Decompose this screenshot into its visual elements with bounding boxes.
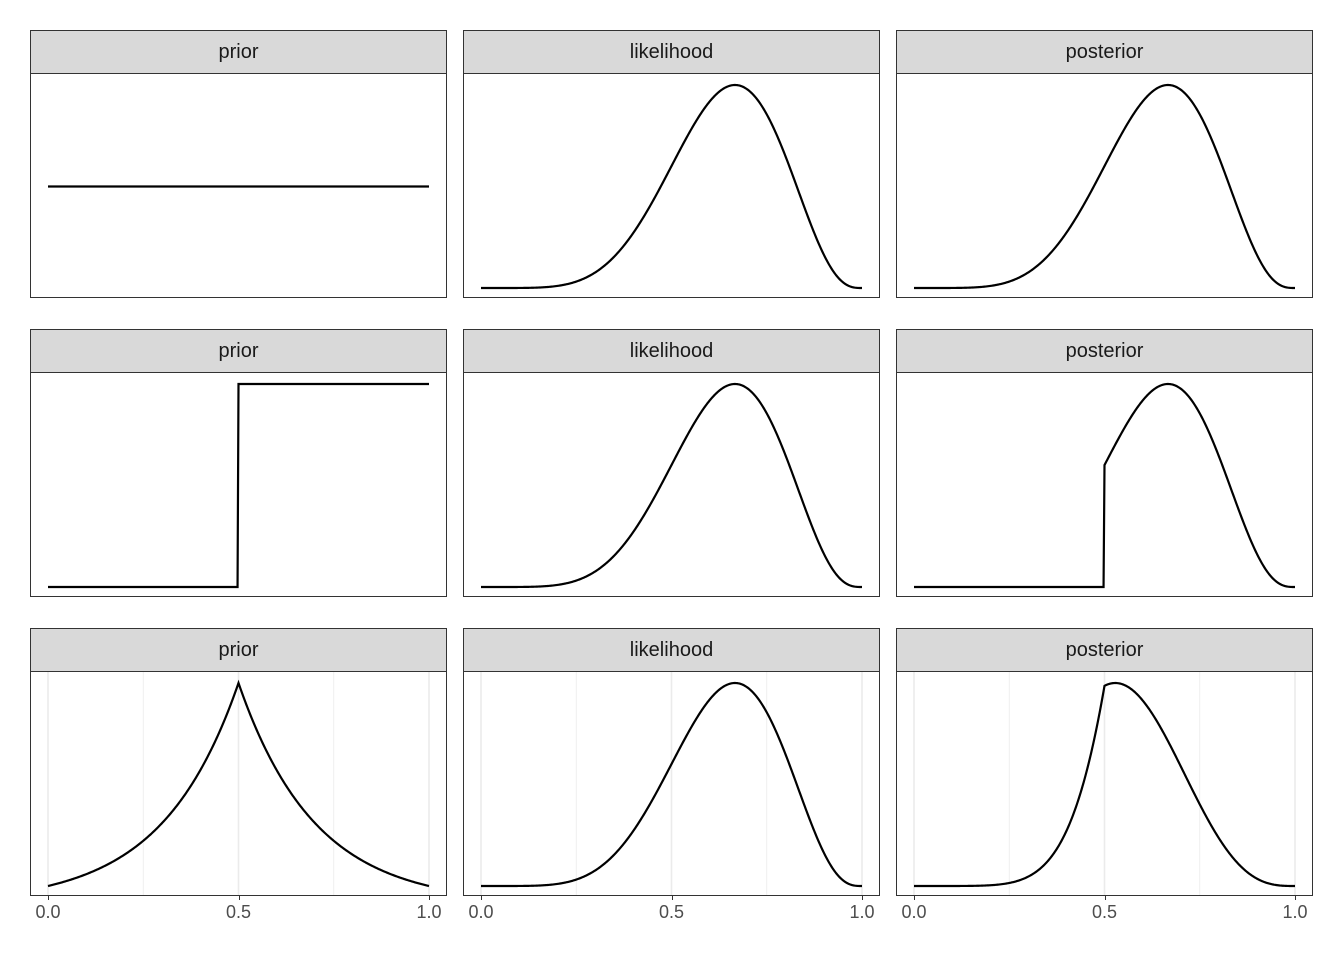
x-tick-mark [1104, 895, 1106, 900]
facet-strip-posterior: posterior [896, 329, 1313, 373]
x-tick-label: 1.0 [1282, 902, 1308, 922]
panel-prior-row3 [30, 671, 447, 896]
likelihood-curve [481, 83, 862, 290]
panel-prior-row2 [30, 372, 447, 597]
panel-plot [48, 185, 429, 188]
facet-strip-likelihood: likelihood [463, 329, 880, 373]
prior-curve [47, 679, 430, 888]
panel-likelihood-row1 [463, 73, 880, 298]
facet-strip-likelihood: likelihood [463, 628, 880, 672]
x-tick-mark [481, 895, 482, 900]
prior-curve [48, 382, 429, 589]
panel-posterior-row3 [896, 671, 1313, 896]
x-tick-label: 1.0 [849, 902, 875, 922]
panel-plot [480, 672, 863, 895]
likelihood-curve [481, 382, 862, 589]
panel-plot [913, 672, 1296, 895]
posterior-curve [914, 382, 1295, 589]
facet-strip-posterior: posterior [896, 30, 1313, 74]
facet-strip-prior: prior [30, 628, 447, 672]
posterior-curve [914, 681, 1295, 888]
panel-prior-row1 [30, 73, 447, 298]
facet-strip-posterior: posterior [896, 628, 1313, 672]
x-tick-label: 0.5 [1091, 902, 1118, 922]
x-tick-label: 0.0 [35, 902, 61, 922]
panel-posterior-row2 [896, 372, 1313, 597]
x-tick-label: 1.0 [416, 902, 442, 922]
x-tick-mark [238, 895, 240, 900]
panel-posterior-row1 [896, 73, 1313, 298]
x-tick-mark [1295, 895, 1296, 900]
x-tick-mark [862, 895, 863, 900]
panel-plot [481, 382, 862, 589]
panel-plot [914, 83, 1295, 290]
x-tick-label: 0.0 [468, 902, 494, 922]
panel-likelihood-row3 [463, 671, 880, 896]
likelihood-curve [481, 681, 862, 888]
facet-strip-prior: prior [30, 329, 447, 373]
panel-plot [47, 672, 430, 895]
panel-plot [48, 382, 429, 589]
x-tick-mark [429, 895, 430, 900]
panel-plot [481, 83, 862, 290]
x-tick-label: 0.0 [901, 902, 927, 922]
x-tick-label: 0.5 [658, 902, 685, 922]
panel-plot [914, 382, 1295, 589]
x-tick-mark [48, 895, 49, 900]
x-tick-mark [671, 895, 673, 900]
x-tick-mark [914, 895, 915, 900]
posterior-curve [914, 83, 1295, 290]
panel-likelihood-row2 [463, 372, 880, 597]
facet-strip-likelihood: likelihood [463, 30, 880, 74]
x-tick-label: 0.5 [225, 902, 252, 922]
facet-strip-prior: prior [30, 30, 447, 74]
